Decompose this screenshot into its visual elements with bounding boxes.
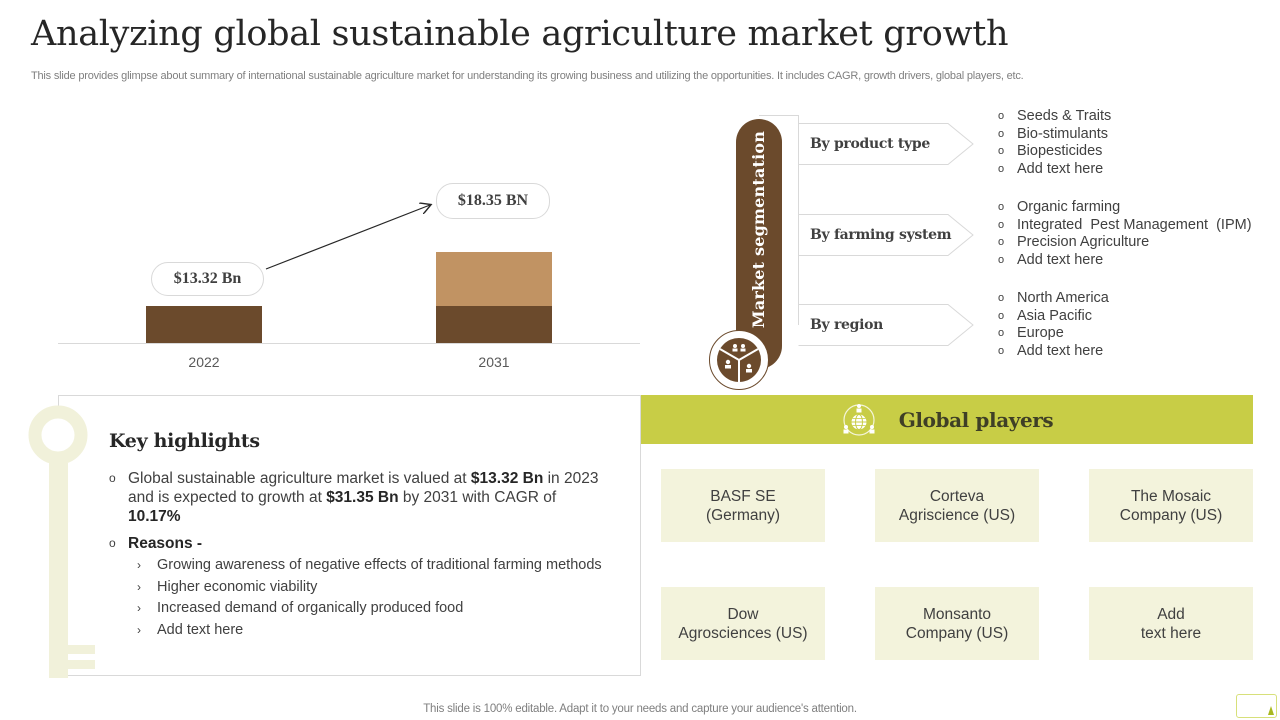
segmentation-pill [736,119,782,369]
page-subtitle: This slide provides glimpse about summar… [31,70,1024,82]
global-players-header: Global players [641,395,1253,444]
panel-border [58,395,59,407]
bar-segment-base [146,306,262,343]
bar-segment-growth [436,252,552,306]
list-item: o Seeds & Traits [998,108,1112,124]
list-item: o Add text here [998,252,1104,269]
x-tick-label: 2031 [478,354,510,370]
list-item: o Bio-stimulants [998,125,1109,142]
bar-2022 [146,306,262,343]
player-card: BASF SE (Germany) [661,469,825,542]
key-highlights-panel [58,395,641,676]
list-item: o Europe [998,325,1064,342]
reason-item: › Higher economic viability [137,579,318,595]
connector-line [759,115,799,116]
product-type-list: o Seeds & Traits o Bio-stimulants o Biopest… [998,108,1111,179]
player-card: The Mosaic Company (US) [1089,469,1253,542]
x-axis-line [58,343,640,344]
chevron-shape [798,214,974,256]
leaf-icon [1268,706,1274,715]
list-item: o North America [998,290,1109,306]
market-growth-chart: 2022 2031 $13.32 Bn $18.35 BN [58,160,640,380]
player-card: Corteva Agriscience (US) [875,469,1039,542]
player-card: Add text here [1089,587,1253,660]
player-card: Dow Agrosciences (US) [661,587,825,660]
reason-item: › Growing awareness of negative effects o… [137,557,602,573]
reasons-heading: o Reasons - [109,535,203,552]
growth-arrow-icon [265,160,640,270]
highlight-text: Global sustainable agriculture market is… [128,470,599,525]
x-tick-label: 2022 [188,354,220,370]
list-item: o Integrated Pest Management (IPM) [998,216,1252,233]
list-item: o Asia Pacific [998,307,1092,324]
global-players-title: Global players [898,407,1054,432]
farming-system-list: o Organic farming o Integrated Pest Manage… [998,199,1252,270]
segmentation-title: Market segmentation [749,130,769,328]
list-item: o Precision Agriculture [998,234,1150,251]
list-item: o Add text here [998,161,1104,178]
list-item: o Add text here [998,343,1104,360]
value-label-2031: $18.35 BN [436,183,550,219]
footer-note: This slide is 100% editable. Adapt it to… [423,703,857,715]
people-group-icon [709,330,769,390]
list-item: o Organic farming [998,199,1121,215]
value-label-2022: $13.32 Bn [151,262,264,296]
bar-segment-base [436,306,552,343]
player-card: Monsanto Company (US) [875,587,1039,660]
reason-item: › Increased demand of organically produce… [137,600,464,616]
page-title: Analyzing global sustainable agriculture… [31,14,1009,54]
key-icon [28,405,95,678]
highlight-main: o Global sustainable agriculture market … [109,469,603,526]
slide-logo-box [1236,694,1277,718]
key-highlights-title: Key highlights [109,430,260,452]
bar-2031 [436,252,552,343]
chevron-shape [798,123,974,165]
region-list: o North America o Asia Pacific o Europe o Ad… [998,290,1109,361]
reason-item: › Add text here [137,622,244,638]
list-item: o Biopesticides [998,143,1103,160]
globe-network-icon [843,403,875,436]
chevron-shape [798,304,974,346]
connector-line [798,115,799,325]
